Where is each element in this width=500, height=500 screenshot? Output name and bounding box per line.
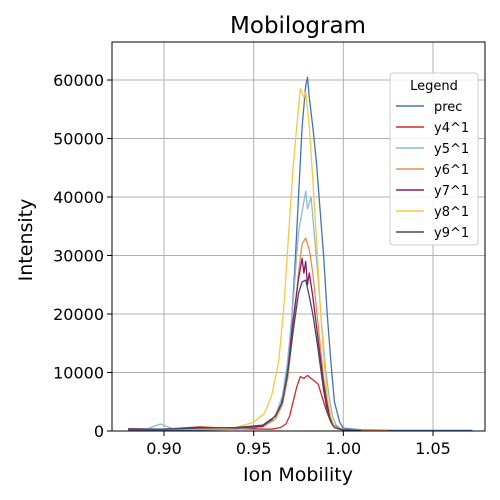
legend-label: y4^1: [434, 121, 469, 136]
series-line-y7-1: [128, 257, 362, 432]
y-tick-label: 0: [94, 422, 104, 441]
y-tick-label: 10000: [53, 364, 104, 383]
y-tick-label: 40000: [53, 188, 104, 207]
series-line-y9-1: [128, 279, 362, 432]
y-axis-label: Intensity: [15, 199, 37, 282]
legend-label: y6^1: [434, 163, 469, 178]
series-lines: [128, 76, 473, 432]
legend-label: prec: [434, 100, 462, 115]
series-line-y8-1: [128, 88, 362, 432]
x-tick-label: 0.95: [236, 439, 272, 458]
x-tick-label: 0.90: [146, 439, 182, 458]
chart-title: Mobilogram: [230, 13, 366, 39]
legend: Legend prec y4^1 y5^1 y6^1 y7^1 y8^1 y9^1: [389, 72, 479, 246]
y-tick-label: 30000: [53, 247, 104, 266]
y-tick-label: 20000: [53, 305, 104, 324]
legend-label: y9^1: [434, 226, 469, 241]
y-tick-label: 50000: [53, 130, 104, 149]
legend-label: y7^1: [434, 184, 469, 199]
legend-entries: prec y4^1 y5^1 y6^1 y7^1 y8^1 y9^1: [396, 100, 469, 241]
plot-frame: [111, 41, 486, 432]
legend-box: [389, 72, 479, 246]
legend-label: y5^1: [434, 142, 469, 157]
x-axis-ticks: 0.90 0.95 1.00 1.05: [146, 431, 451, 458]
y-tick-label: 60000: [53, 71, 104, 90]
x-tick-label: 1.05: [415, 439, 451, 458]
legend-title: Legend: [410, 79, 458, 94]
legend-label: y8^1: [434, 205, 469, 220]
y-axis-ticks: 0 10000 20000 30000 40000 50000 60000: [53, 71, 112, 441]
x-tick-label: 1.00: [326, 439, 362, 458]
x-axis-label: Ion Mobility: [243, 464, 353, 486]
